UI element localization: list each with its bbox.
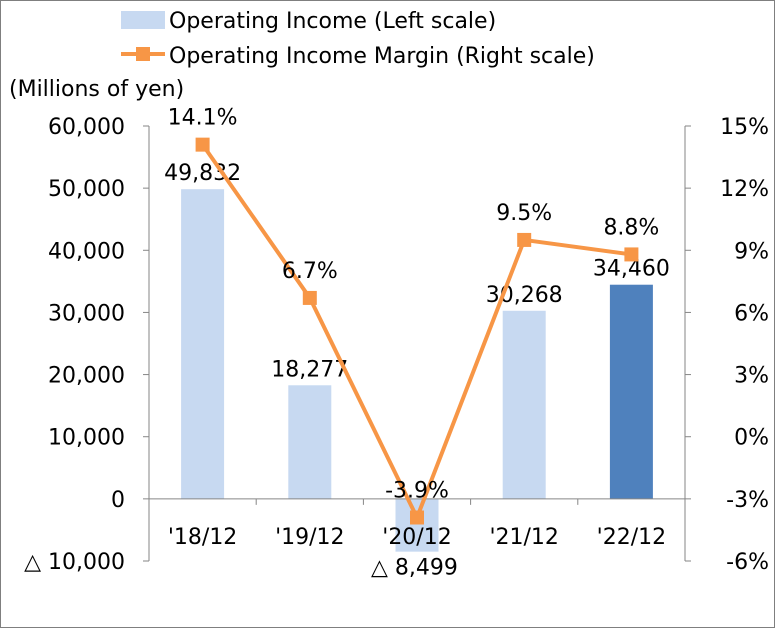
left-axis-tick-label: 40,000 — [48, 239, 125, 264]
right-axis-tick-label: 12% — [720, 177, 769, 202]
category-label: '20/12 — [382, 525, 451, 550]
category-label: '21/12 — [489, 525, 558, 550]
legend-bar-label: Operating Income (Left scale) — [169, 9, 496, 34]
right-axis-tick-label: 9% — [734, 239, 769, 264]
right-axis-tick-label: 15% — [720, 115, 769, 140]
margin-value-label: 9.5% — [496, 201, 552, 226]
bar-value-label: △ 8,499 — [371, 556, 458, 581]
legend-line-label: Operating Income Margin (Right scale) — [169, 44, 595, 69]
left-axis-tick-label: 20,000 — [48, 364, 125, 389]
margin-value-label: 6.7% — [282, 259, 338, 284]
margin-marker — [410, 510, 424, 525]
margin-marker — [624, 247, 639, 262]
margin-marker — [195, 137, 210, 152]
right-axis-tick-label: 0% — [734, 426, 769, 451]
left-axis-unit-label: (Millions of yen) — [9, 77, 184, 102]
category-label: '22/12 — [597, 525, 666, 550]
bar-value-label: 30,268 — [486, 283, 563, 308]
margin-value-label: 14.1% — [168, 106, 238, 131]
legend-line-marker — [136, 47, 150, 61]
margin-value-label: 8.8% — [603, 215, 659, 240]
category-label: '19/12 — [275, 525, 344, 550]
left-axis-tick-label: △ 10,000 — [24, 550, 125, 575]
margin-marker — [302, 290, 317, 305]
margin-marker — [517, 232, 532, 247]
category-label: '18/12 — [168, 525, 237, 550]
left-axis-tick-label: 50,000 — [48, 177, 125, 202]
legend-bar-swatch — [121, 11, 165, 29]
left-axis-tick-label: 30,000 — [48, 301, 125, 326]
bar — [288, 385, 332, 499]
left-axis-tick-label: 0 — [111, 488, 125, 513]
margin-line — [200, 143, 632, 520]
bar — [609, 284, 653, 499]
left-axis-tick-label: 60,000 — [48, 115, 125, 140]
right-axis-tick-label: 6% — [734, 301, 769, 326]
right-axis-tick-label: -3% — [726, 488, 769, 513]
margin-value-label: -3.9% — [385, 479, 449, 504]
bar-value-label: 18,277 — [271, 357, 348, 382]
bar — [502, 310, 546, 499]
left-axis-tick-label: 10,000 — [48, 426, 125, 451]
right-axis-tick-label: -6% — [726, 550, 769, 575]
bar — [395, 498, 439, 552]
right-axis-tick-label: 3% — [734, 364, 769, 389]
bar — [181, 189, 225, 499]
